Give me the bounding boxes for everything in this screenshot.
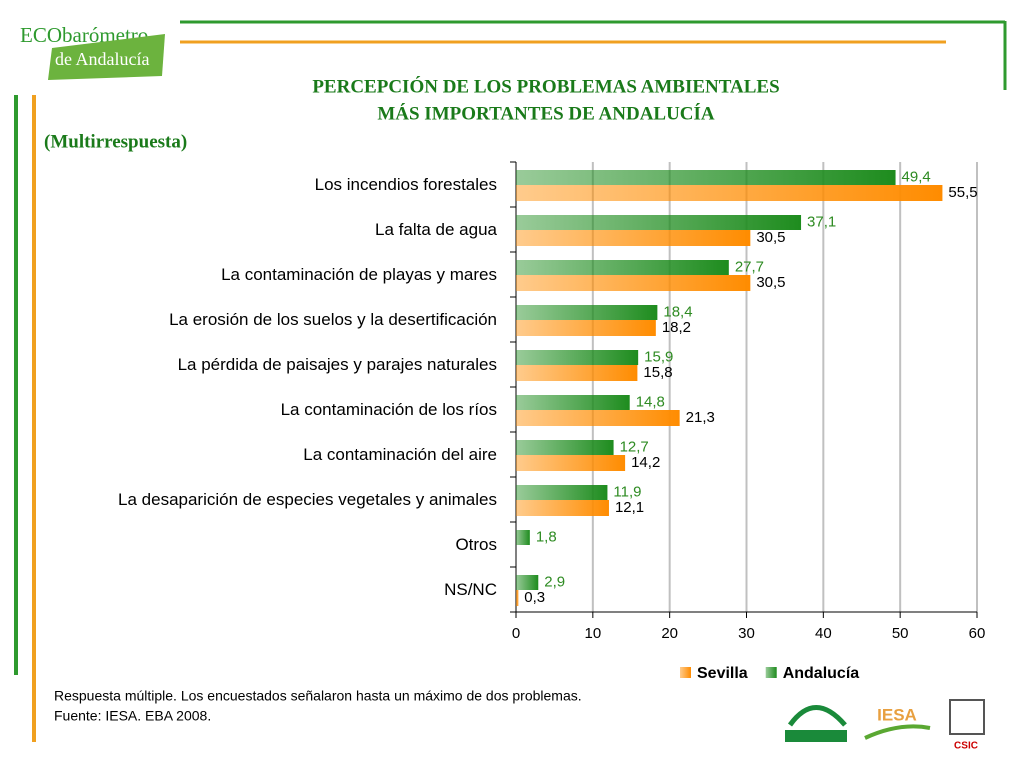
- legend-label: Sevilla: [697, 665, 748, 682]
- value-label: 18,2: [662, 319, 691, 336]
- bar: [516, 365, 638, 381]
- x-tick-label: 60: [969, 625, 986, 642]
- category-label: La desaparición de especies vegetales y …: [118, 490, 497, 509]
- logo-shape: [48, 34, 165, 80]
- legend-swatch: [765, 667, 777, 678]
- value-label: 12,1: [615, 499, 644, 516]
- value-label: 37,1: [807, 213, 836, 230]
- bar: [516, 215, 802, 230]
- bar: [516, 395, 630, 410]
- legend-swatch: [680, 667, 691, 678]
- value-label: 27,7: [735, 258, 764, 275]
- category-label: La pérdida de paisajes y parajes natural…: [177, 355, 497, 374]
- bar: [516, 350, 639, 365]
- x-tick-label: 10: [584, 625, 601, 642]
- logo-text: IESA: [877, 705, 917, 724]
- value-label: 1,8: [536, 528, 557, 545]
- bar: [516, 455, 626, 471]
- bar: [516, 230, 751, 246]
- legend-label: Andalucía: [783, 665, 860, 682]
- bar: [516, 590, 519, 606]
- x-tick-label: 0: [512, 625, 520, 642]
- value-label: 21,3: [686, 409, 715, 426]
- x-tick-label: 40: [815, 625, 832, 642]
- value-label: 2,9: [544, 573, 565, 590]
- value-label: 14,2: [631, 454, 660, 471]
- category-label: Otros: [455, 535, 497, 554]
- logo-junta: [785, 730, 847, 742]
- bar: [516, 500, 609, 516]
- bar: [516, 185, 943, 201]
- logo-text: CSIC: [954, 741, 978, 752]
- x-tick-label: 20: [661, 625, 678, 642]
- bar: [516, 305, 658, 320]
- x-tick-label: 30: [738, 625, 755, 642]
- value-label: 55,5: [948, 184, 977, 201]
- bar: [516, 320, 656, 336]
- value-label: 11,9: [613, 483, 641, 500]
- category-label: La contaminación del aire: [303, 445, 497, 464]
- bar: [516, 485, 608, 500]
- category-label: La falta de agua: [375, 220, 497, 239]
- category-label: La contaminación de playas y mares: [221, 265, 497, 284]
- logo-iesa: [864, 724, 931, 740]
- bar: [516, 275, 751, 291]
- value-label: 0,3: [524, 589, 545, 606]
- category-label: NS/NC: [444, 580, 497, 599]
- bar: [516, 530, 530, 545]
- bar: [516, 440, 614, 455]
- x-tick-label: 50: [892, 625, 909, 642]
- value-label: 12,7: [620, 438, 649, 455]
- logo-text: de Andalucía: [55, 49, 149, 69]
- value-label: 14,8: [636, 393, 665, 410]
- bar: [516, 410, 680, 426]
- category-label: Los incendios forestales: [314, 175, 497, 194]
- category-label: La contaminación de los ríos: [280, 400, 497, 419]
- bar: [516, 170, 896, 185]
- chart-subtitle: (Multirrespuesta): [44, 131, 187, 152]
- value-label: 30,5: [756, 274, 785, 291]
- footnote: Respuesta múltiple. Los encuestados seña…: [54, 688, 582, 704]
- value-label: 49,4: [902, 168, 931, 185]
- chart-title: MÁS IMPORTANTES DE ANDALUCÍA: [377, 102, 715, 124]
- value-label: 15,9: [644, 348, 673, 365]
- chart-title: PERCEPCIÓN DE LOS PROBLEMAS AMBIENTALES: [312, 75, 779, 97]
- logo-junta: [787, 705, 847, 727]
- bar: [516, 575, 539, 590]
- value-label: 18,4: [663, 303, 692, 320]
- bar: [516, 260, 729, 275]
- value-label: 15,8: [643, 364, 672, 381]
- value-label: 30,5: [756, 229, 785, 246]
- logo-csic: [949, 699, 985, 735]
- category-label: La erosión de los suelos y la desertific…: [169, 310, 497, 329]
- footnote: Fuente: IESA. EBA 2008.: [54, 708, 211, 724]
